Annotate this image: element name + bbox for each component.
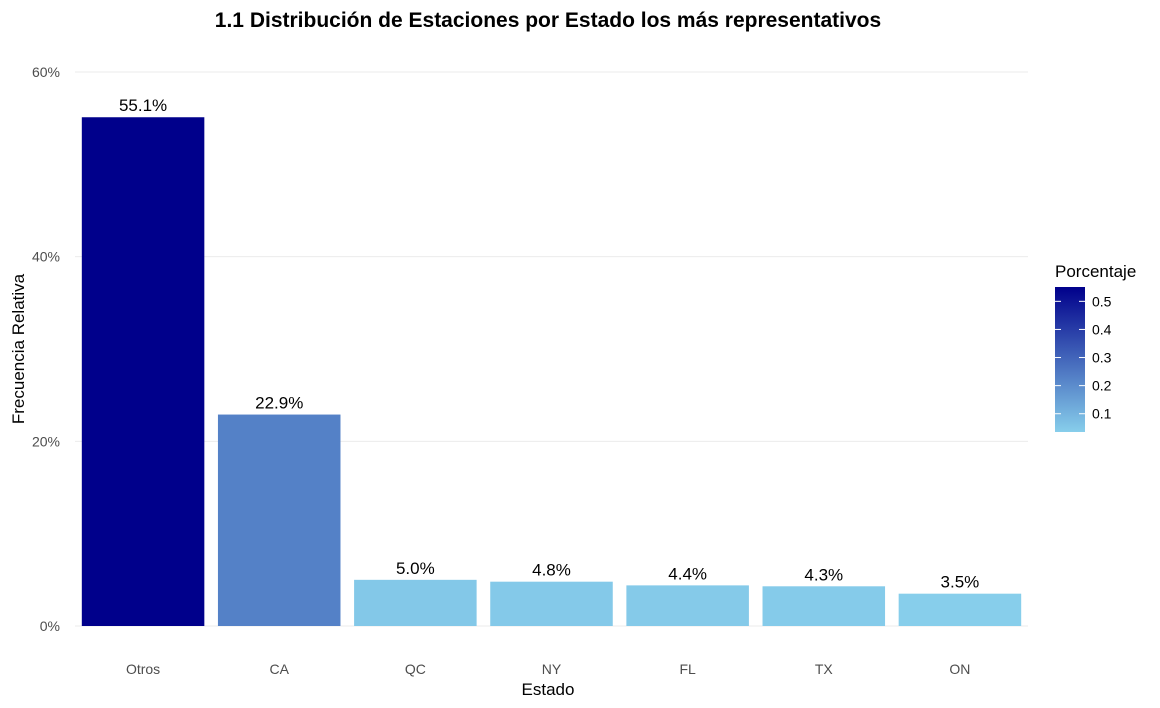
y-axis-ticks: 0% 20% 40% 60% bbox=[32, 64, 60, 634]
legend-tick-label: 0.4 bbox=[1092, 321, 1112, 337]
data-labels: 55.1% 22.9% 5.0% 4.8% 4.4% 4.3% 3.5% bbox=[119, 96, 979, 591]
data-label: 5.0% bbox=[396, 559, 435, 578]
bars bbox=[81, 117, 1022, 626]
y-tick-label: 40% bbox=[32, 249, 60, 265]
legend-title: Porcentaje bbox=[1055, 262, 1136, 281]
bar-otros bbox=[81, 117, 205, 626]
data-label: 4.4% bbox=[668, 564, 707, 583]
y-axis-title: Frecuencia Relativa bbox=[9, 273, 28, 424]
data-label: 4.3% bbox=[804, 565, 843, 584]
x-tick-label: NY bbox=[542, 661, 562, 677]
x-axis-ticks: Otros CA QC NY FL TX ON bbox=[126, 661, 970, 677]
y-tick-label: 20% bbox=[32, 433, 60, 449]
legend-tick-label: 0.2 bbox=[1092, 378, 1112, 394]
y-tick-label: 60% bbox=[32, 64, 60, 80]
chart-title: 1.1 Distribución de Estaciones por Estad… bbox=[215, 9, 881, 32]
x-tick-label: QC bbox=[405, 661, 426, 677]
x-tick-label: ON bbox=[949, 661, 970, 677]
legend-ticks: 0.1 0.2 0.3 0.4 0.5 bbox=[1055, 293, 1112, 422]
data-label: 55.1% bbox=[119, 96, 167, 115]
legend-tick-label: 0.5 bbox=[1092, 293, 1112, 309]
bar-ca bbox=[217, 414, 341, 626]
legend-tick-label: 0.3 bbox=[1092, 350, 1112, 366]
legend-tick-label: 0.1 bbox=[1092, 406, 1112, 422]
x-tick-label: FL bbox=[679, 661, 696, 677]
x-tick-label: TX bbox=[815, 661, 834, 677]
bar-fl bbox=[626, 585, 749, 626]
legend-colorbar bbox=[1055, 287, 1085, 432]
bar-ny bbox=[490, 581, 613, 626]
data-label: 22.9% bbox=[255, 394, 303, 413]
x-tick-label: Otros bbox=[126, 661, 160, 677]
x-tick-label: CA bbox=[269, 661, 289, 677]
x-axis-title: Estado bbox=[522, 680, 575, 699]
bar-qc bbox=[354, 579, 477, 626]
bar-tx bbox=[762, 586, 886, 626]
data-label: 3.5% bbox=[941, 573, 980, 592]
data-label: 4.8% bbox=[532, 561, 571, 580]
color-legend: Porcentaje 0.1 0.2 0.3 0.4 0.5 bbox=[1055, 262, 1136, 432]
y-tick-label: 0% bbox=[40, 618, 60, 634]
bar-on bbox=[898, 593, 1022, 626]
